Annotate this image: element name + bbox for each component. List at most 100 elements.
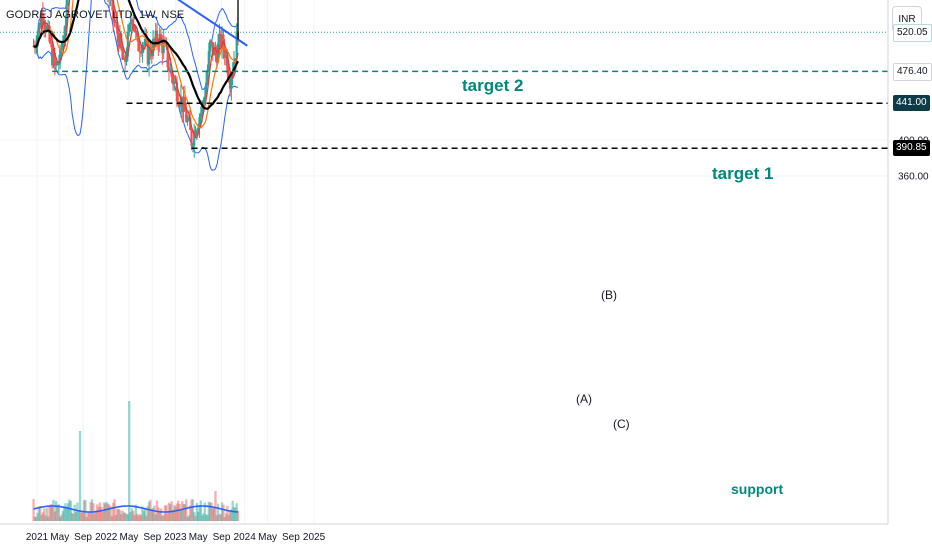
- x-tick-label: Sep: [74, 532, 92, 543]
- volume-bar: [84, 499, 87, 521]
- volume-bar: [200, 515, 204, 521]
- candle-body: [134, 31, 137, 33]
- candle-body: [137, 36, 140, 52]
- candle-body: [129, 23, 132, 25]
- x-tick-label: May: [258, 532, 277, 543]
- volume-bar: [123, 512, 127, 521]
- volume-bar: [127, 401, 131, 521]
- candle-body: [140, 52, 143, 54]
- volume-bar: [226, 505, 229, 521]
- x-tick-label: May: [120, 532, 139, 543]
- volume-bar: [68, 499, 71, 521]
- candle-body: [64, 25, 67, 36]
- volume-bar: [174, 506, 177, 521]
- volume-bar: [118, 510, 122, 521]
- volume-bar: [198, 505, 201, 521]
- volume-bar: [76, 502, 79, 521]
- volume-ma-line: [33, 505, 239, 513]
- candle-body: [157, 42, 160, 46]
- volume-bar: [46, 516, 50, 521]
- volume-bar: [194, 515, 197, 521]
- volume-bar: [222, 504, 225, 521]
- volume-bar: [187, 515, 191, 521]
- volume-bar: [72, 513, 75, 521]
- volume-bar: [64, 503, 67, 521]
- volume-bar: [85, 516, 88, 521]
- volume-bar: [112, 502, 115, 521]
- volume-bar: [215, 515, 218, 521]
- volume-bar: [110, 516, 114, 521]
- annotation-target-2: target 2: [462, 76, 523, 95]
- volume-bar: [141, 506, 144, 521]
- candle-body: [223, 49, 226, 58]
- volume-bar: [208, 502, 212, 521]
- price-badge-476-40: 476.40: [893, 63, 932, 82]
- candle-body: [116, 21, 119, 34]
- volume-bar: [66, 503, 70, 521]
- candle-body: [213, 47, 216, 56]
- ma-long-line: [33, 0, 239, 110]
- volume-bar: [183, 504, 187, 521]
- volume-bar: [181, 501, 184, 521]
- volume-bar: [36, 512, 39, 521]
- chart-title: GODREJ AGROVET LTD, 1W, NSE: [6, 9, 185, 21]
- volume-bar: [33, 516, 37, 521]
- candle-body: [65, 0, 68, 26]
- volume-bar: [219, 514, 222, 521]
- candle-body: [230, 77, 233, 89]
- candle-body: [205, 82, 208, 97]
- volume-bar: [96, 504, 99, 521]
- volume-bar: [145, 515, 148, 521]
- candle-body: [218, 33, 221, 44]
- candle-body: [175, 82, 179, 102]
- volume-bar: [207, 501, 211, 521]
- volume-bar: [189, 505, 192, 521]
- candle-body: [234, 58, 237, 62]
- volume-bar: [185, 499, 188, 521]
- candle-body: [125, 56, 128, 62]
- volume-bar: [60, 514, 63, 521]
- candle-body: [118, 33, 121, 48]
- x-tick-label: May: [189, 532, 208, 543]
- candle-body: [206, 69, 209, 83]
- volume-bar: [106, 503, 110, 521]
- volume-bar: [190, 499, 193, 521]
- volume-bar: [32, 499, 35, 521]
- volume-bar: [81, 511, 84, 521]
- candle-body: [170, 70, 173, 77]
- candle-body: [55, 62, 58, 66]
- ma-short-line: [33, 0, 239, 139]
- volume-bar: [163, 505, 167, 521]
- volume-bars: [32, 401, 240, 521]
- candle-body: [187, 117, 190, 120]
- candle-body: [142, 44, 145, 46]
- volume-bar: [119, 514, 123, 521]
- candle-body: [190, 129, 193, 146]
- volume-bar: [210, 502, 213, 521]
- x-tick-label: 2024: [234, 532, 257, 543]
- candle-body: [232, 61, 236, 72]
- volume-bar: [154, 514, 157, 521]
- candle-body: [186, 119, 189, 123]
- candle-body: [151, 38, 155, 56]
- price-badge-520-05: 520.05: [893, 24, 932, 43]
- candle-body: [133, 24, 136, 32]
- candle-body: [154, 30, 157, 42]
- candle-body: [228, 80, 232, 89]
- volume-bar: [86, 511, 90, 521]
- volume-bar: [82, 500, 86, 521]
- candle-body: [182, 97, 185, 112]
- x-tick-label: 2022: [95, 532, 118, 543]
- volume-bar: [186, 516, 189, 521]
- volume-bar: [166, 513, 169, 521]
- volume-bar: [142, 511, 145, 521]
- price-badge-390-85: 390.85: [893, 140, 930, 157]
- volume-bar: [93, 513, 96, 521]
- volume-bar: [73, 504, 76, 521]
- candle-body: [130, 19, 133, 24]
- volume-bar: [143, 507, 147, 521]
- candle-body: [226, 54, 229, 74]
- volume-bar: [147, 501, 151, 521]
- volume-bar: [97, 506, 100, 521]
